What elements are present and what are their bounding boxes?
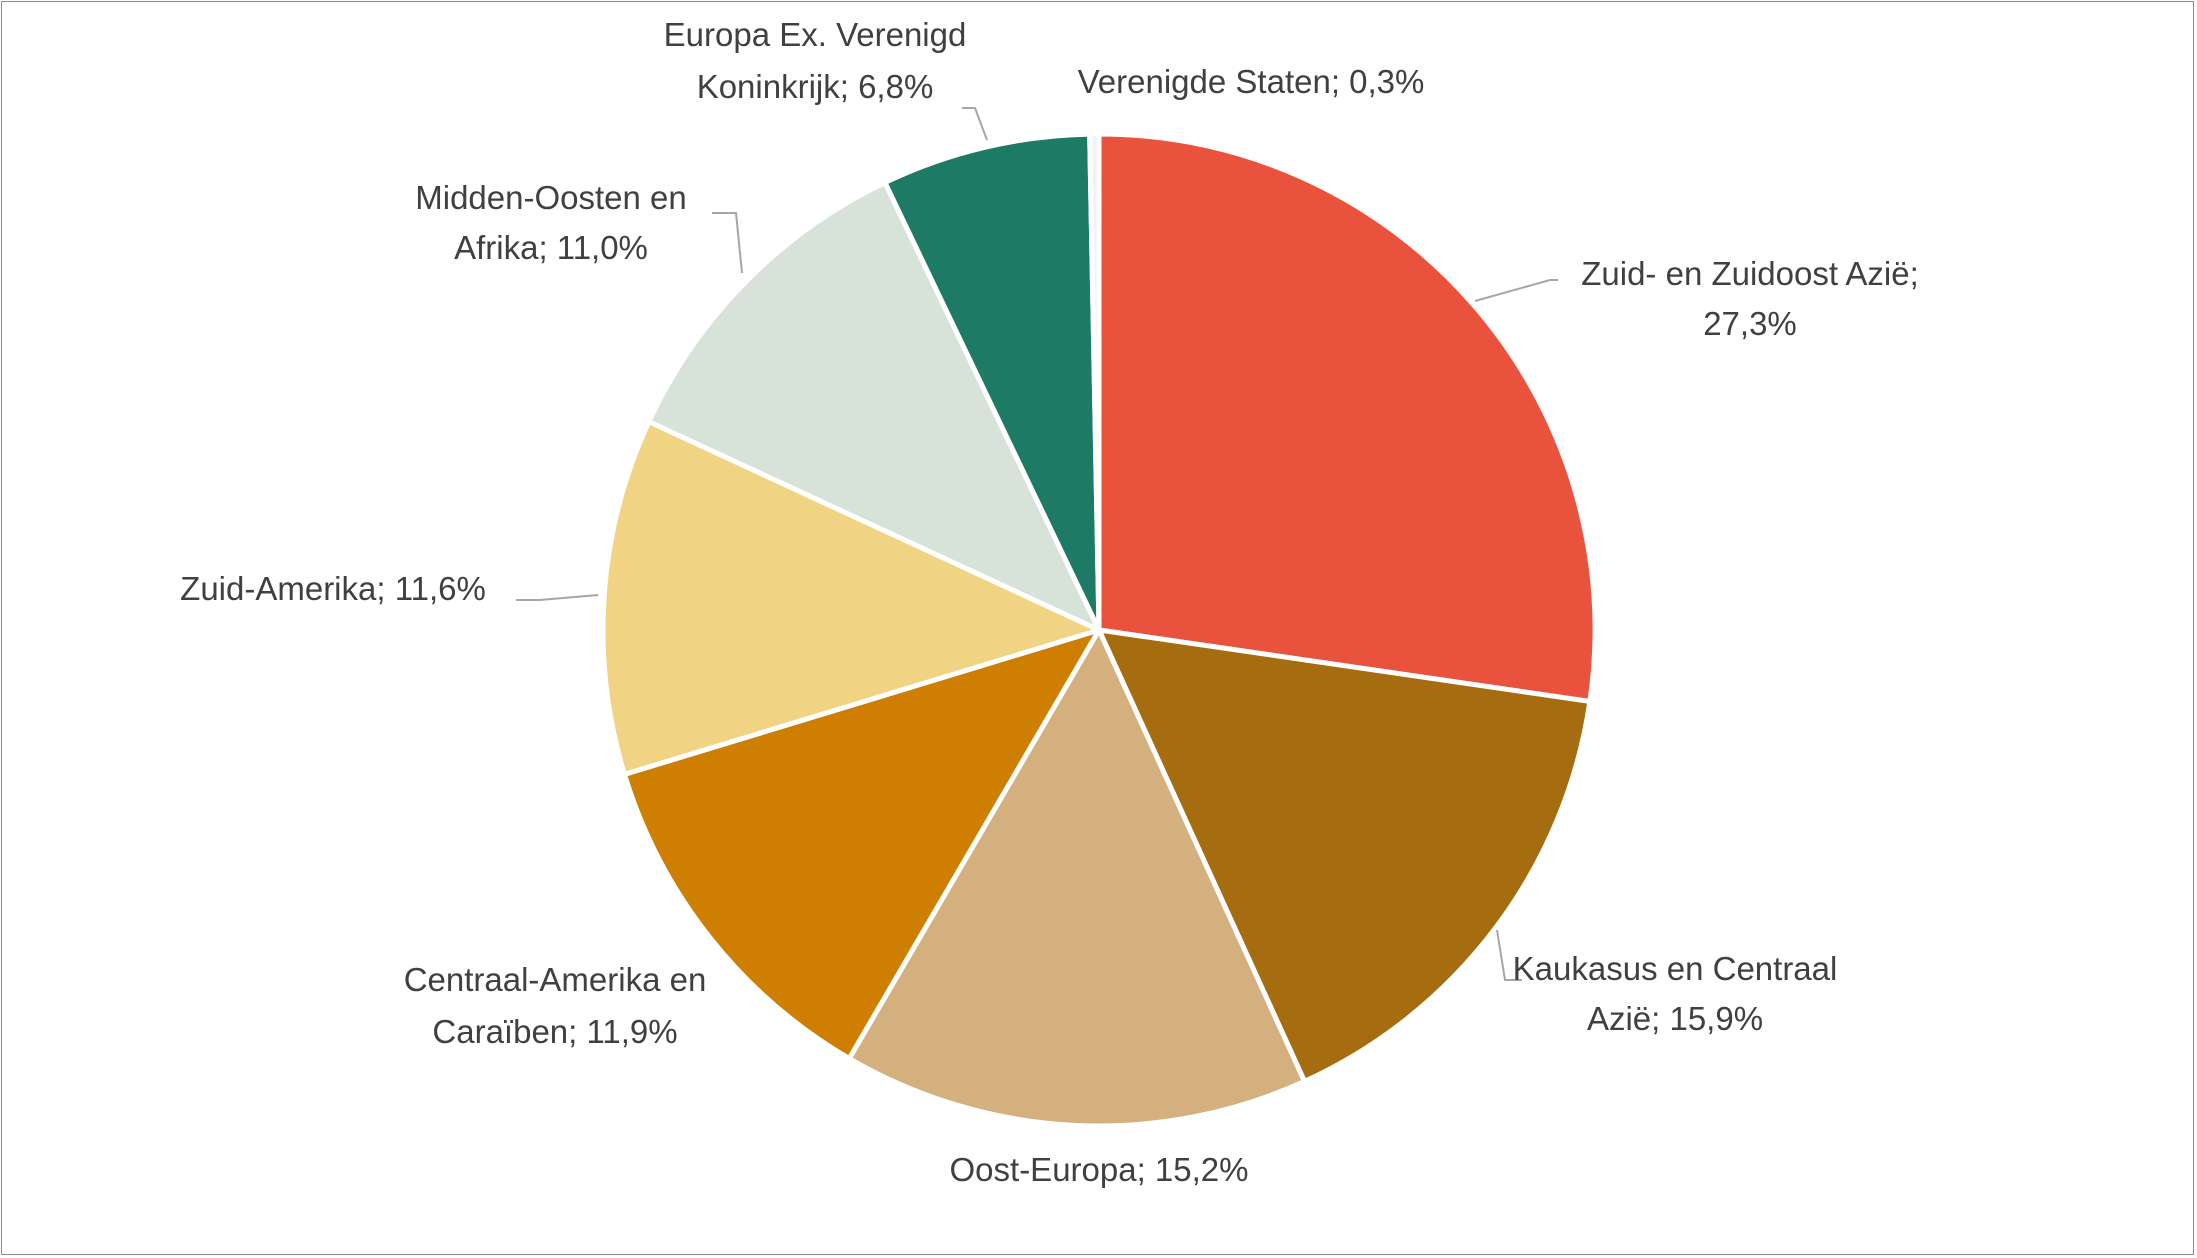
data-label-line: Caraïben; 11,9%	[432, 1013, 677, 1050]
data-label-line: Koninkrijk; 6,8%	[697, 68, 934, 105]
data-label-line: Oost-Europa; 15,2%	[950, 1151, 1249, 1188]
data-labels: Zuid- en Zuidoost Azië; 27,3% Kaukasus en …	[180, 16, 1919, 1188]
leader-line-zuid-en-zuidoost-azie	[1474, 279, 1558, 302]
data-label-line: Kaukasus en Centraal	[1513, 950, 1838, 987]
data-label-line: Centraal-Amerika en	[404, 961, 707, 998]
data-label-oost-europa: Oost-Europa; 15,2%	[950, 1151, 1249, 1188]
data-label-line: Azië; 15,9%	[1587, 1000, 1763, 1037]
data-label-midden-oosten-en-afrika: Midden-Oosten en Afrika; 11,0%	[415, 179, 687, 266]
data-label-line: Zuid- en Zuidoost Azië;	[1581, 255, 1919, 292]
pie-slice-oost-europa	[846, 627, 1308, 1129]
leader-line-midden-oosten-en-afrika	[712, 212, 743, 274]
data-label-line: Midden-Oosten en	[415, 179, 687, 216]
leader-line-zuid-amerika	[516, 594, 599, 601]
leader-line-kaukasus-en-centraal-azie	[1496, 929, 1522, 981]
pie-slice-verenigde-staten	[1087, 131, 1102, 633]
data-label-zuid-amerika: Zuid-Amerika; 11,6%	[180, 570, 486, 607]
data-label-line: 27,3%	[1703, 305, 1797, 342]
data-label-centraal-amerika-en-caraiben: Centraal-Amerika en Caraïben; 11,9%	[404, 961, 707, 1050]
pie-slice-midden-oosten-en-afrika	[646, 180, 1102, 633]
data-label-zuid-en-zuidoost-azie: Zuid- en Zuidoost Azië; 27,3%	[1581, 255, 1919, 342]
pie-slice-zuid-amerika	[600, 419, 1102, 777]
data-label-europa-ex-verenigd-koninkrijk: Europa Ex. Verenigd Koninkrijk; 6,8%	[664, 16, 967, 105]
pie-slice-centraal-amerika-en-caraiben	[621, 627, 1102, 1062]
data-label-line: Verenigde Staten; 0,3%	[1078, 63, 1425, 100]
data-label-line: Afrika; 11,0%	[454, 229, 648, 266]
pie-slice-kaukasus-en-centraal-azie	[1096, 627, 1593, 1084]
data-label-line: Zuid-Amerika; 11,6%	[180, 570, 486, 607]
pie-slice-europa-ex-verenigd-koninkrijk	[882, 131, 1102, 633]
pie-slice-zuid-en-zuidoost-azie	[1096, 131, 1598, 704]
data-label-kaukasus-en-centraal-azie: Kaukasus en Centraal Azië; 15,9%	[1513, 950, 1838, 1037]
pie-slices	[600, 131, 1598, 1129]
leader-lines	[516, 107, 1558, 981]
data-label-line: Europa Ex. Verenigd	[664, 16, 967, 53]
data-label-verenigde-staten: Verenigde Staten; 0,3%	[1078, 63, 1425, 100]
leader-line-europa-ex-verenigd-koninkrijk	[962, 107, 988, 141]
